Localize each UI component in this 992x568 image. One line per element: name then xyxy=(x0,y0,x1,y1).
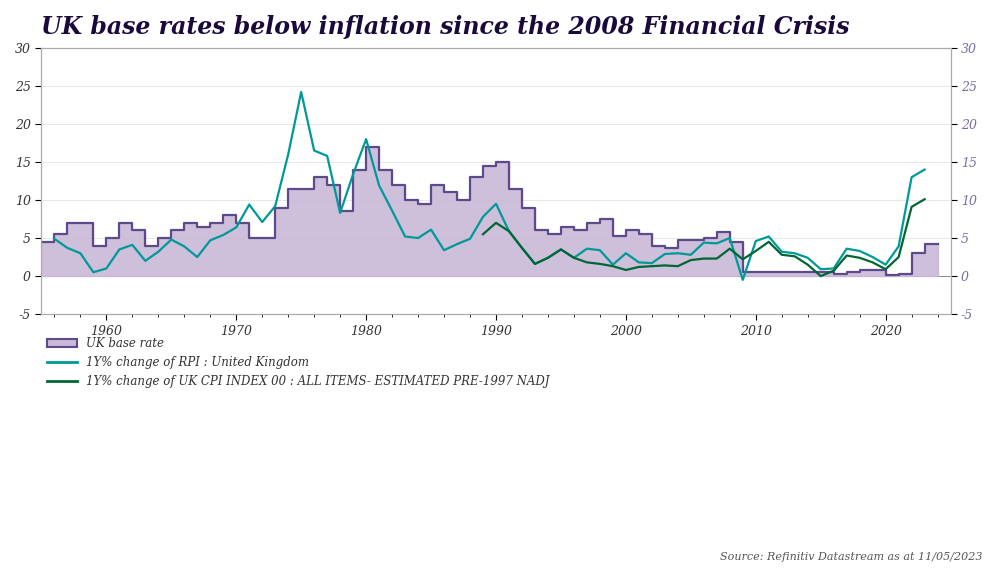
Text: Source: Refinitiv Datastream as at 11/05/2023: Source: Refinitiv Datastream as at 11/05… xyxy=(719,552,982,562)
Legend: UK base rate, 1Y% change of RPI : United Kingdom, 1Y% change of UK CPI INDEX 00 : UK base rate, 1Y% change of RPI : United… xyxy=(48,337,550,388)
Text: UK base rates below inflation since the 2008 Financial Crisis: UK base rates below inflation since the … xyxy=(42,15,850,39)
